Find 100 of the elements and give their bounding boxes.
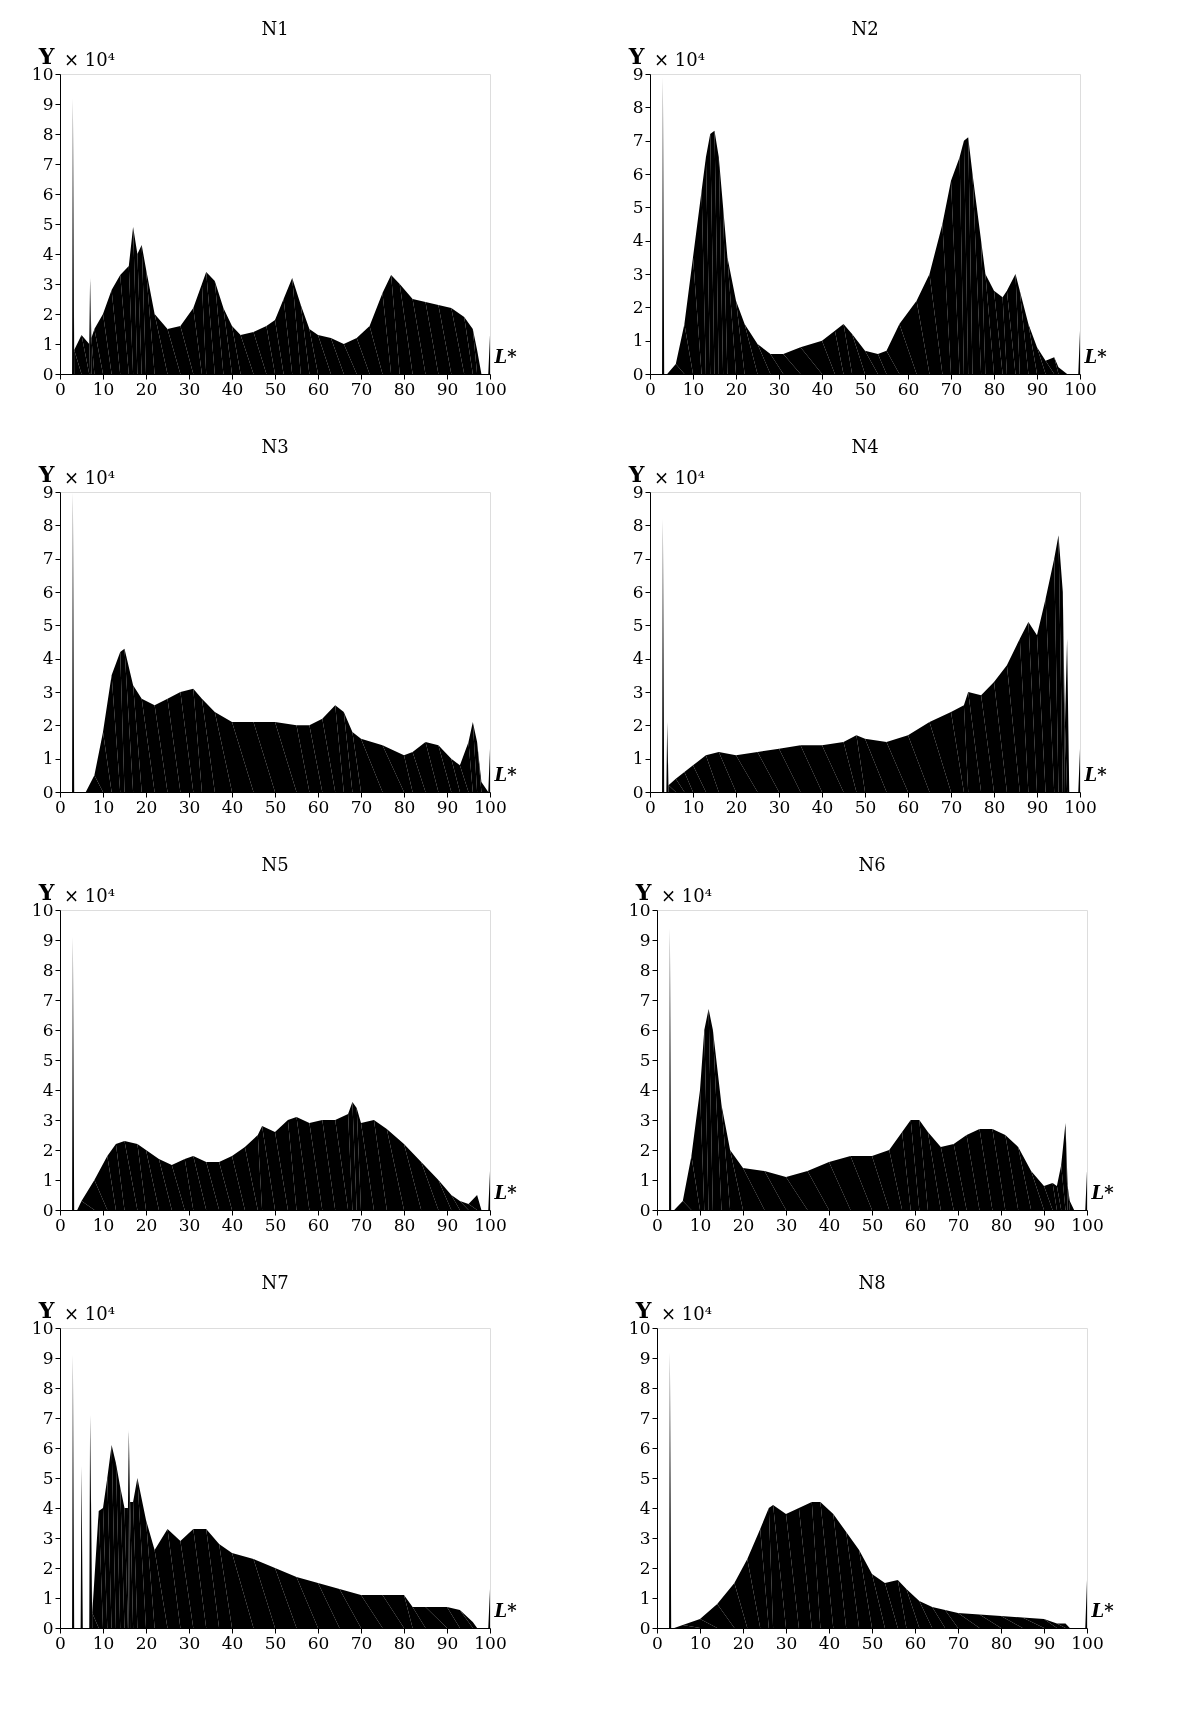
x-tick-label: 10 xyxy=(92,378,115,399)
y-tick-label: 5 xyxy=(632,614,644,635)
chart-title: N1 xyxy=(261,18,289,39)
y-tick-label: 6 xyxy=(42,1019,54,1040)
chart-title: N8 xyxy=(858,1272,886,1293)
x-tick-label: 40 xyxy=(221,1214,244,1235)
y-tick-label: 1 xyxy=(42,1169,54,1190)
y-tick-label: 3 xyxy=(632,263,644,284)
x-tick-label: 60 xyxy=(307,1214,330,1235)
x-axis-title: L* xyxy=(493,1181,518,1203)
x-tick-label: 60 xyxy=(904,1632,927,1653)
text: × 10⁴ xyxy=(64,49,115,70)
x-tick-label: 60 xyxy=(897,796,920,817)
y-tick-label: 5 xyxy=(639,1049,651,1070)
y-tick-label: 4 xyxy=(42,243,54,264)
y-tick-label: 8 xyxy=(42,514,54,535)
x-tick-label: 50 xyxy=(264,378,287,399)
x-tick-label: 40 xyxy=(818,1632,841,1653)
y-tick-label: 0 xyxy=(42,363,54,384)
x-tick-label: 10 xyxy=(682,796,705,817)
x-axis-title: L* xyxy=(1090,1599,1115,1621)
x-axis-title: L* xyxy=(493,1599,518,1621)
y-tick-label: 7 xyxy=(639,1407,651,1428)
y-tick-label: 1 xyxy=(42,333,54,354)
y-tick-label: 5 xyxy=(639,1467,651,1488)
x-tick-label: 50 xyxy=(854,796,877,817)
x-tick-label: 50 xyxy=(861,1632,884,1653)
y-tick-label: 9 xyxy=(639,1347,651,1368)
y-tick-label: 7 xyxy=(632,548,644,569)
y-tick-label: 8 xyxy=(632,514,644,535)
x-tick-label: 90 xyxy=(1033,1214,1056,1235)
x-axis-title: L* xyxy=(1090,1181,1115,1203)
y-tick-label: 6 xyxy=(632,163,644,184)
x-axis-title: L* xyxy=(1083,763,1108,785)
y-tick-label: 0 xyxy=(632,363,644,384)
x-tick-label: 40 xyxy=(811,378,834,399)
x-tick-label: 100 xyxy=(1071,1632,1104,1653)
x-tick-label: 100 xyxy=(474,1214,507,1235)
x-tick-label: 50 xyxy=(264,796,287,817)
x-tick-label: 20 xyxy=(732,1214,755,1235)
y-tick-label: 1 xyxy=(639,1587,651,1608)
y-tick-label: 7 xyxy=(639,989,651,1010)
y-tick-label: 8 xyxy=(632,96,644,117)
x-tick-label: 50 xyxy=(854,378,877,399)
y-tick-label: 4 xyxy=(639,1497,651,1518)
x-tick-label: 100 xyxy=(1064,796,1097,817)
y-tick-label: 4 xyxy=(42,1497,54,1518)
x-tick-label: 30 xyxy=(178,378,201,399)
x-tick-label: 60 xyxy=(897,378,920,399)
y-tick-label: 5 xyxy=(42,614,54,635)
x-tick-label: 30 xyxy=(768,378,791,399)
x-tick-label: 30 xyxy=(775,1214,798,1235)
x-tick-label: 80 xyxy=(393,796,416,817)
x-tick-label: 90 xyxy=(1026,378,1049,399)
text: × 10⁴ xyxy=(654,467,705,488)
y-tick-label: 2 xyxy=(42,714,54,735)
chart-title: N3 xyxy=(261,436,289,457)
x-tick-label: 90 xyxy=(1026,796,1049,817)
chart-title: N7 xyxy=(261,1272,289,1293)
x-tick-label: 30 xyxy=(178,1214,201,1235)
y-tick-label: 6 xyxy=(632,581,644,602)
chart-title: N5 xyxy=(261,854,289,875)
x-tick-label: 10 xyxy=(92,1632,115,1653)
y-tick-label: 8 xyxy=(639,959,651,980)
x-tick-label: 60 xyxy=(307,1632,330,1653)
x-tick-label: 30 xyxy=(775,1632,798,1653)
chart-title: N4 xyxy=(851,436,879,457)
y-tick-label: 10 xyxy=(628,899,651,920)
y-tick-label: 3 xyxy=(632,681,644,702)
chart-title: N6 xyxy=(858,854,886,875)
x-tick-label: 40 xyxy=(221,1632,244,1653)
y-tick-label: 8 xyxy=(42,1377,54,1398)
x-tick-label: 80 xyxy=(990,1632,1013,1653)
x-tick-label: 80 xyxy=(393,378,416,399)
y-tick-label: 1 xyxy=(639,1169,651,1190)
x-tick-label: 10 xyxy=(92,1214,115,1235)
y-tick-label: 7 xyxy=(42,1407,54,1428)
x-tick-label: 80 xyxy=(983,378,1006,399)
y-tick-label: 9 xyxy=(42,1347,54,1368)
y-tick-label: 6 xyxy=(42,183,54,204)
x-tick-label: 100 xyxy=(1071,1214,1104,1235)
x-tick-label: 80 xyxy=(990,1214,1013,1235)
x-tick-label: 10 xyxy=(689,1214,712,1235)
x-tick-label: 30 xyxy=(768,796,791,817)
x-tick-label: 70 xyxy=(947,1214,970,1235)
x-tick-label: 30 xyxy=(178,1632,201,1653)
y-tick-label: 2 xyxy=(632,714,644,735)
y-tick-label: 2 xyxy=(42,1557,54,1578)
x-axis-title: L* xyxy=(1083,345,1108,367)
x-tick-label: 90 xyxy=(436,796,459,817)
y-tick-label: 4 xyxy=(42,648,54,669)
x-tick-label: 20 xyxy=(725,796,748,817)
text: × 10⁴ xyxy=(654,49,705,70)
y-tick-label: 1 xyxy=(42,748,54,769)
y-tick-label: 6 xyxy=(42,1437,54,1458)
x-tick-label: 20 xyxy=(725,378,748,399)
y-tick-label: 4 xyxy=(639,1079,651,1100)
x-tick-label: 90 xyxy=(436,1214,459,1235)
y-tick-label: 5 xyxy=(42,1049,54,1070)
x-tick-label: 70 xyxy=(940,378,963,399)
